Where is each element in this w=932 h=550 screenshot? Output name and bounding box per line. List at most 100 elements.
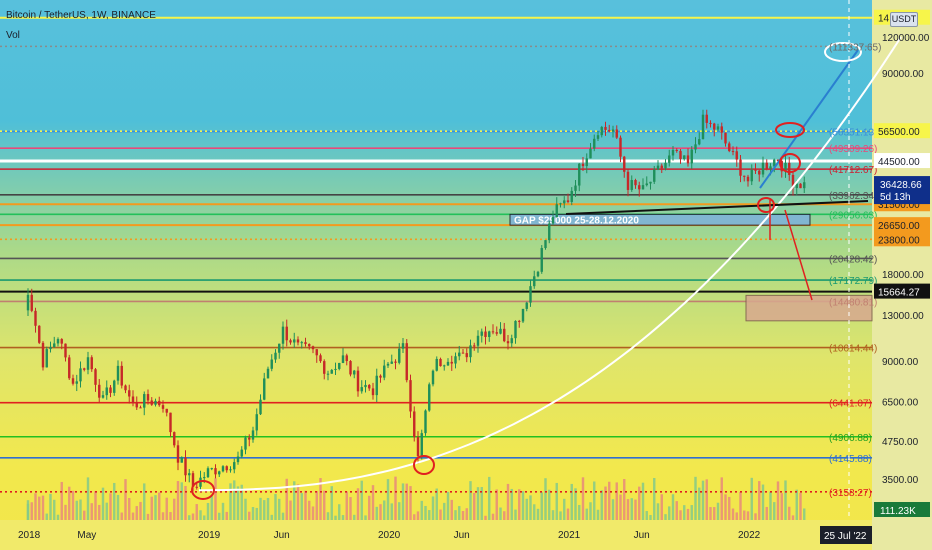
volume-bar	[368, 495, 371, 520]
volume-bar	[454, 510, 457, 520]
highlight-circle	[413, 455, 435, 475]
volume-bar	[574, 488, 577, 520]
volume-bar	[79, 499, 82, 520]
price-badge-label: 14	[878, 14, 890, 25]
volume-bar	[221, 502, 225, 520]
candle-body	[791, 174, 795, 188]
candle-body	[266, 368, 270, 379]
highlight-circle	[775, 122, 805, 138]
candle-body	[795, 183, 798, 188]
candle-body	[405, 343, 408, 381]
candle-body	[248, 437, 251, 440]
candle-body	[53, 343, 56, 348]
volume-bar	[589, 502, 592, 520]
volume-bar	[525, 498, 528, 520]
volume-bar	[420, 500, 423, 520]
level-label: (10014.44)	[829, 344, 877, 355]
candle-body	[503, 328, 506, 342]
volume-bar	[105, 502, 108, 520]
volume-bar	[75, 500, 78, 520]
price-badge-label: 15664.27	[878, 288, 920, 299]
candle-body	[94, 369, 97, 385]
volume-bar	[379, 504, 382, 520]
candle-body	[713, 123, 716, 130]
volume-bar	[101, 487, 105, 520]
candle-body	[236, 456, 240, 463]
volume-bar	[240, 484, 243, 520]
candle-body	[608, 129, 611, 132]
candle-body	[563, 200, 566, 204]
volume-bar	[506, 483, 510, 520]
candle-body	[750, 169, 753, 182]
candle-body	[131, 396, 135, 403]
candle-body	[259, 399, 262, 415]
candle-body	[653, 169, 656, 182]
candle-body	[735, 151, 738, 160]
currency-badge[interactable]: USDT	[890, 12, 918, 27]
volume-bar	[709, 507, 712, 520]
candle-body	[431, 370, 435, 385]
level-label: (29056.63)	[829, 210, 877, 221]
time-axis-background	[0, 520, 872, 550]
volume-bar	[251, 507, 255, 520]
price-badge-label: 31500.00	[878, 200, 920, 211]
candle-body	[559, 203, 562, 205]
volume-bar	[53, 499, 56, 520]
volume-bar	[461, 511, 465, 520]
volume-bar	[353, 514, 356, 520]
volume-bar	[623, 479, 626, 520]
volume-bar	[191, 513, 195, 520]
price-badge	[874, 217, 930, 233]
candle-body	[630, 180, 633, 190]
volume-bar	[98, 504, 101, 520]
time-tick-label: Jun	[274, 530, 290, 541]
volume-bar	[776, 481, 780, 520]
candle-body	[165, 408, 168, 413]
candle-body	[668, 155, 671, 163]
level-label: (3158.27)	[829, 488, 872, 499]
time-tick-label: 2022	[738, 530, 761, 541]
volume-bar	[210, 496, 213, 520]
candle-body	[195, 486, 198, 488]
candle-body	[570, 190, 573, 202]
crosshair-date-label: 25 Jul '22	[824, 531, 867, 542]
candle-body	[690, 149, 693, 164]
volume-bar	[345, 491, 348, 520]
candle-body	[158, 400, 161, 406]
candle-body	[368, 384, 371, 389]
candle-body	[330, 369, 333, 374]
volume-bar	[761, 484, 765, 520]
price-tick-label: 9000.00	[882, 357, 919, 368]
candle-body	[71, 378, 75, 384]
candle-body	[315, 349, 318, 356]
volume-bar	[656, 503, 660, 520]
level-label: (4145.88)	[829, 454, 872, 465]
candle-body	[705, 114, 708, 123]
candle-body	[398, 348, 401, 363]
volume-bar	[585, 508, 588, 520]
candle-body	[218, 471, 221, 475]
volume-bar	[668, 506, 671, 520]
volume-bar	[750, 477, 753, 520]
volume-bar	[349, 497, 352, 520]
volume-bar	[570, 483, 573, 520]
candle-body	[611, 129, 615, 132]
candle-body	[210, 468, 213, 470]
volume-bar	[754, 513, 757, 520]
candle-body	[540, 248, 543, 272]
candle-body	[105, 387, 108, 396]
volume-bar	[334, 515, 337, 520]
volume-bar	[390, 503, 393, 520]
volume-bar	[296, 484, 300, 520]
volume-bar	[634, 499, 637, 520]
volume-bar	[540, 492, 543, 520]
candle-body	[79, 368, 82, 382]
volume-bar	[713, 507, 716, 520]
volume-bar	[521, 491, 525, 520]
candle-body	[671, 149, 675, 156]
volume-bar	[664, 514, 667, 520]
volume-bar	[746, 511, 750, 520]
candle-body	[263, 378, 266, 400]
